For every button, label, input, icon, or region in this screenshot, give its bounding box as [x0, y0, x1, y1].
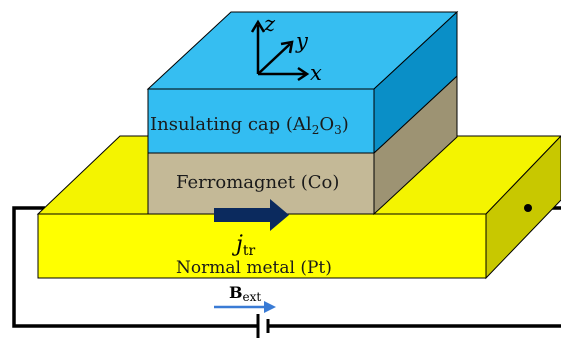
cap-front-face: [147, 88, 375, 154]
cap-right-face: [373, 10, 458, 155]
insulating-cap-layer: [146, 10, 459, 155]
left-lead-wire: [12, 206, 258, 328]
battery-symbol: [256, 314, 270, 338]
field-arrow: [214, 301, 276, 313]
current-arrow: [214, 199, 289, 231]
ferromagnet-label: Ferromagnet (Co): [176, 172, 339, 193]
coordinate-axes: [250, 19, 310, 82]
x-axis-label: x: [310, 61, 322, 85]
cap-label: Insulating cap (Al2O3): [150, 114, 349, 137]
z-axis-label: z: [263, 12, 276, 36]
y-axis-arrow: [257, 43, 291, 75]
normal-metal-front-face: [37, 213, 487, 279]
y-axis-label: y: [295, 29, 309, 53]
field-label: Bext: [229, 283, 261, 304]
right-contact-dot: [524, 204, 532, 212]
normal-metal-label: Normal metal (Pt): [176, 258, 332, 278]
